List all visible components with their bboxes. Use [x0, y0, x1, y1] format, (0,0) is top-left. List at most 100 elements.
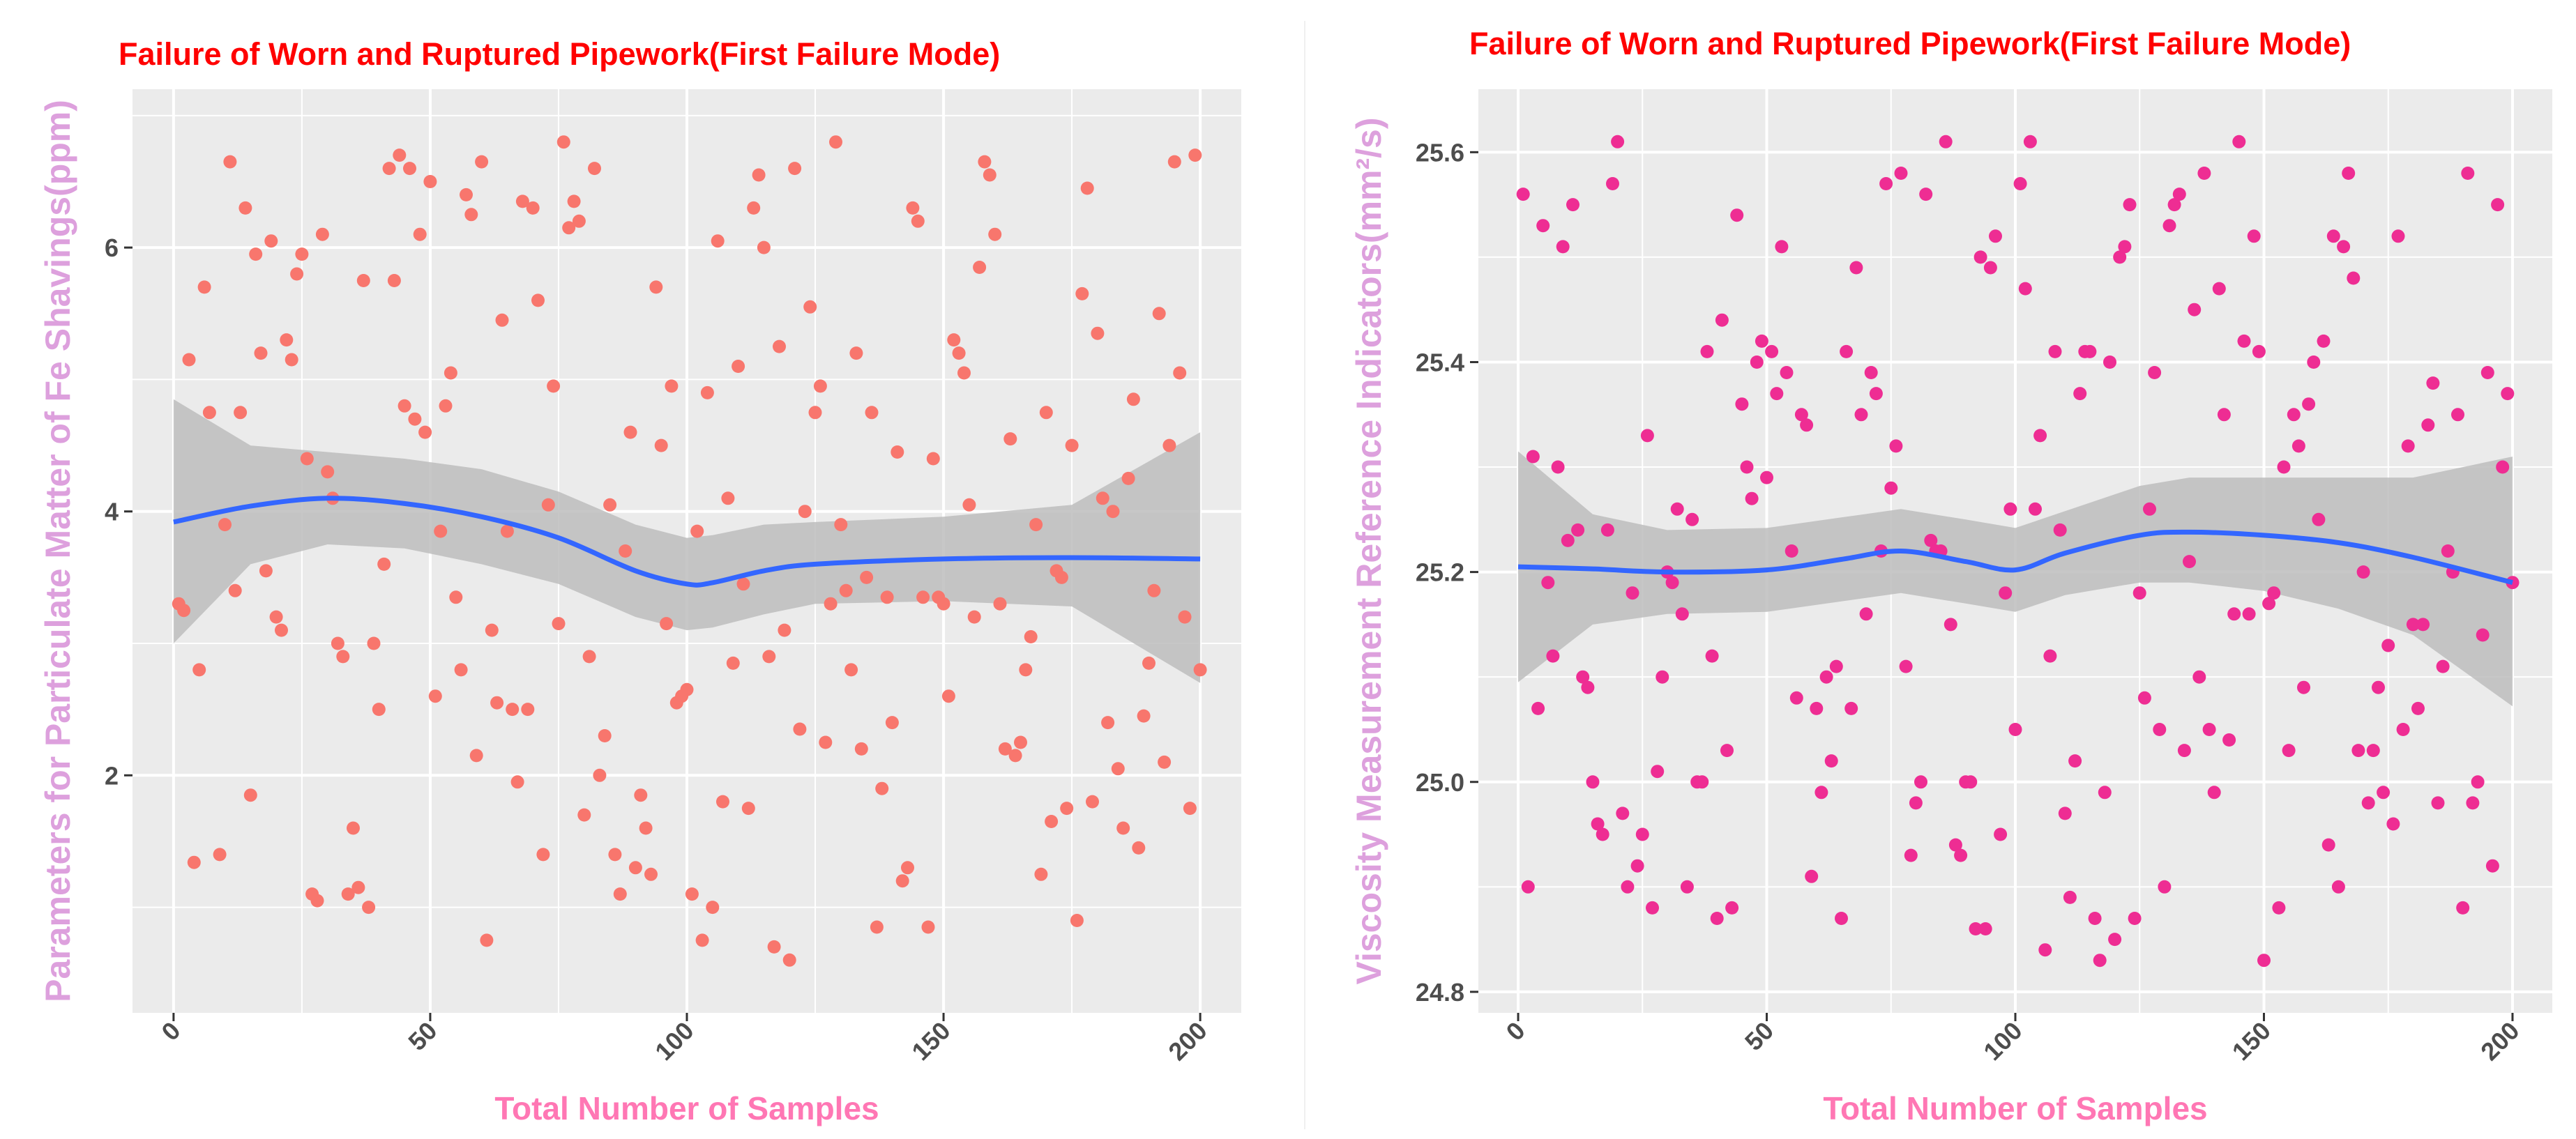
- data-point: [2038, 943, 2052, 957]
- data-point: [911, 214, 925, 228]
- data-point: [1844, 701, 1858, 715]
- data-point: [2183, 555, 2196, 569]
- data-point: [2267, 586, 2281, 600]
- data-point: [988, 227, 1002, 241]
- data-point: [1964, 775, 1978, 789]
- confidence-band: [173, 399, 1201, 683]
- data-point: [619, 544, 632, 558]
- data-point: [1521, 880, 1535, 894]
- data-point: [423, 175, 437, 188]
- data-point: [1948, 838, 1962, 852]
- data-point: [2202, 723, 2216, 736]
- data-point: [362, 901, 376, 915]
- data-point: [449, 590, 463, 604]
- data-point: [973, 261, 987, 274]
- data-point: [1556, 240, 1570, 254]
- data-point: [937, 597, 950, 611]
- data-point: [485, 623, 499, 637]
- data-point: [2073, 387, 2087, 401]
- data-point: [695, 933, 709, 947]
- data-point: [1091, 326, 1105, 340]
- data-point: [1162, 438, 1176, 452]
- data-point: [469, 749, 483, 763]
- data-point: [1750, 356, 1764, 369]
- data-point: [1680, 880, 1694, 894]
- data-point: [1899, 659, 1913, 673]
- data-point: [736, 577, 750, 591]
- data-point: [2167, 198, 2181, 212]
- data-point: [197, 280, 211, 294]
- data-point: [1531, 701, 1545, 715]
- data-point: [300, 452, 314, 466]
- data-point: [464, 208, 478, 222]
- data-point: [2177, 744, 2191, 758]
- data-point: [952, 346, 966, 360]
- data-point: [2053, 523, 2067, 537]
- data-point: [2232, 135, 2246, 148]
- data-point: [1884, 481, 1898, 495]
- data-point: [572, 214, 586, 228]
- data-point: [1121, 471, 1135, 485]
- x-tick-label: 50: [1739, 1016, 1779, 1056]
- data-point: [798, 505, 812, 519]
- data-point: [1760, 471, 1773, 484]
- x-tick-label: 0: [156, 1016, 185, 1046]
- data-point: [1070, 914, 1084, 927]
- data-point: [562, 221, 576, 235]
- data-point: [2098, 786, 2112, 800]
- data-point: [1999, 586, 2013, 600]
- data-point: [2356, 565, 2370, 579]
- data-point: [2247, 229, 2261, 243]
- data-point: [747, 201, 761, 215]
- data-point: [1829, 659, 1843, 673]
- data-point: [1132, 841, 1146, 855]
- data-point: [1060, 802, 1074, 816]
- data-point: [1126, 392, 1140, 406]
- data-point: [347, 821, 360, 835]
- data-point: [243, 788, 257, 802]
- data-point: [526, 201, 540, 215]
- data-point: [1869, 387, 1883, 401]
- data-point: [218, 518, 232, 532]
- data-point: [1571, 523, 1585, 537]
- data-point: [1024, 630, 1038, 643]
- data-point: [552, 617, 566, 631]
- data-point: [1775, 240, 1789, 254]
- data-point: [1640, 429, 1654, 443]
- y-tick-label: 6: [105, 234, 119, 262]
- data-point: [767, 940, 781, 954]
- data-point: [259, 564, 273, 578]
- data-point: [372, 703, 386, 717]
- data-point: [531, 293, 545, 307]
- data-point: [2466, 796, 2480, 810]
- x-tick-label: 0: [1501, 1016, 1531, 1046]
- data-point: [1167, 155, 1181, 169]
- data-point: [454, 663, 468, 677]
- data-point: [849, 346, 863, 360]
- data-point: [634, 788, 648, 802]
- data-point: [1536, 219, 1550, 233]
- data-point: [500, 524, 514, 538]
- data-point: [757, 240, 771, 254]
- data-point: [824, 597, 838, 611]
- data-point: [2396, 723, 2410, 736]
- data-point: [1178, 610, 1192, 624]
- x-tick-label: 150: [906, 1016, 955, 1066]
- data-point: [1576, 670, 1590, 684]
- data-point: [2386, 817, 2400, 831]
- chart-right: Failure of Worn and Ruptured Pipework(Fi…: [1349, 26, 2552, 1126]
- data-point: [1695, 775, 1709, 789]
- data-point: [577, 808, 591, 822]
- data-point: [2188, 303, 2202, 316]
- data-point: [2451, 408, 2464, 422]
- data-point: [819, 735, 833, 749]
- data-point: [2331, 880, 2345, 894]
- data-point: [1720, 744, 1734, 758]
- data-point: [1794, 408, 1808, 422]
- data-point: [1551, 460, 1565, 474]
- data-point: [403, 162, 416, 176]
- data-point: [1894, 167, 1908, 180]
- data-point: [269, 610, 283, 624]
- chart-panel-right: Failure of Worn and Ruptured Pipework(Fi…: [1328, 0, 2576, 1139]
- data-point: [2068, 754, 2082, 768]
